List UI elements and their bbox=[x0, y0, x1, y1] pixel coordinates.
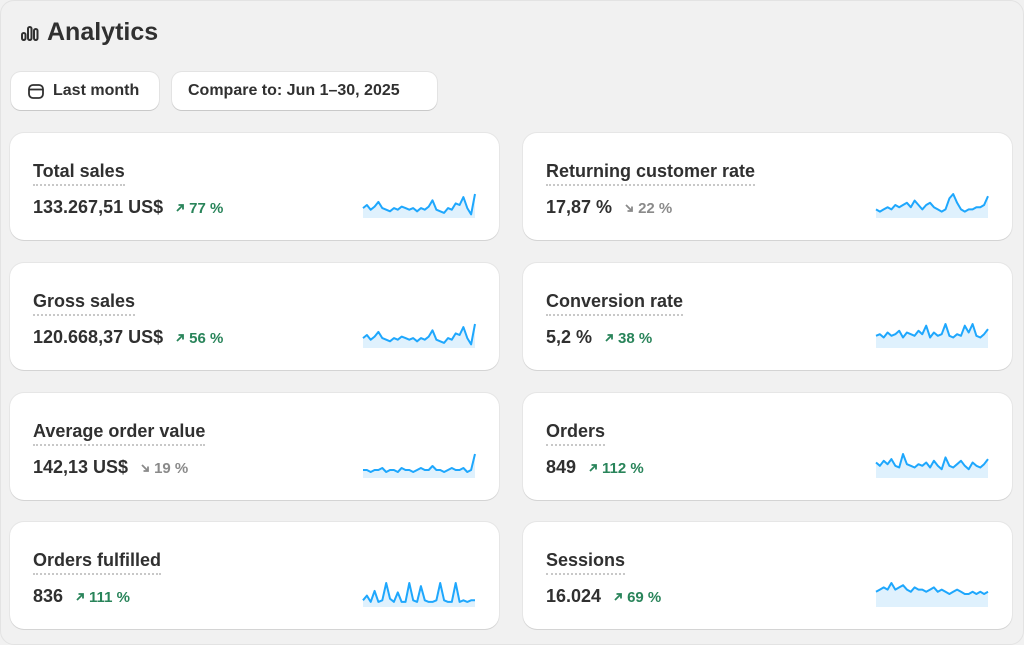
metric-card[interactable]: Conversion rate 5,2 % 38 % bbox=[523, 263, 1012, 370]
arrow-up-right-icon bbox=[76, 593, 84, 601]
sparkline-chart bbox=[363, 453, 476, 478]
sparkline-line bbox=[875, 453, 989, 471]
metric-value: 142,13 US$ bbox=[33, 457, 129, 477]
sparkline-line bbox=[362, 323, 476, 346]
metric-change-value: 69 % bbox=[627, 588, 662, 606]
bar-chart-icon bbox=[21, 25, 39, 41]
metric-change: 22 % bbox=[624, 200, 672, 217]
metric-change: 19 % bbox=[140, 460, 188, 477]
arrow-down-right-icon bbox=[141, 464, 149, 472]
metric-change-value: 22 % bbox=[638, 199, 673, 217]
sparkline-line bbox=[362, 193, 476, 216]
metric-value: 849 bbox=[546, 457, 577, 477]
compare-label: Compare to: Jun 1–30, 2025 bbox=[188, 82, 400, 99]
arrow-up-right-icon bbox=[176, 334, 185, 342]
arrow-up-right-icon bbox=[614, 593, 622, 601]
page-title: Analytics bbox=[47, 18, 159, 46]
metric-title[interactable]: Orders fulfilled bbox=[33, 550, 162, 575]
metric-change-value: 19 % bbox=[154, 459, 189, 477]
metric-card[interactable]: Total sales 133.267,51 US$ 77 % bbox=[10, 133, 499, 240]
sparkline-line bbox=[362, 582, 475, 603]
metric-change: 38 % bbox=[604, 330, 652, 347]
sparkline-chart bbox=[875, 193, 989, 218]
metric-card[interactable]: Returning customer rate 17,87 % 22 % bbox=[523, 133, 1012, 240]
sparkline-line bbox=[875, 582, 989, 595]
metric-change: 56 % bbox=[175, 330, 223, 347]
metric-change: 112 % bbox=[588, 460, 644, 477]
metric-change: 77 % bbox=[175, 200, 223, 217]
metric-change-value: 111 % bbox=[89, 588, 130, 606]
metric-title[interactable]: Sessions bbox=[546, 550, 626, 575]
sparkline-line bbox=[875, 323, 989, 339]
metric-card[interactable]: Average order value 142,13 US$ 19 % bbox=[10, 393, 499, 500]
date-range-label: Last month bbox=[53, 82, 140, 99]
metric-change-value: 38 % bbox=[618, 329, 653, 347]
sparkline-area bbox=[876, 583, 988, 607]
metric-title[interactable]: Gross sales bbox=[33, 291, 136, 316]
sparkline-chart bbox=[875, 582, 989, 607]
sparkline-chart bbox=[362, 323, 476, 348]
arrow-up-right-icon bbox=[589, 464, 597, 472]
metric-title[interactable]: Total sales bbox=[33, 161, 125, 186]
date-range-button[interactable]: Last month bbox=[11, 72, 159, 110]
sparkline-chart bbox=[875, 323, 989, 348]
sparkline-line bbox=[875, 193, 989, 213]
sparkline-line bbox=[363, 453, 476, 473]
metric-change: 69 % bbox=[613, 589, 661, 606]
sparkline-chart bbox=[362, 193, 476, 218]
metric-change-value: 56 % bbox=[189, 329, 224, 347]
sparkline-area bbox=[363, 194, 475, 218]
metric-title[interactable]: Average order value bbox=[33, 421, 206, 446]
metric-card[interactable]: Sessions 16.024 69 % bbox=[523, 522, 1012, 629]
sparkline-area bbox=[363, 324, 475, 348]
arrow-up-right-icon bbox=[176, 204, 185, 212]
metric-value: 5,2 % bbox=[546, 327, 593, 347]
calendar-icon bbox=[28, 84, 44, 99]
metric-change-value: 77 % bbox=[189, 199, 224, 217]
metric-change-value: 112 % bbox=[602, 459, 644, 477]
metric-value: 836 bbox=[33, 586, 64, 606]
metric-value: 17,87 % bbox=[546, 197, 613, 217]
metric-value: 16.024 bbox=[546, 586, 602, 606]
metric-title[interactable]: Returning customer rate bbox=[546, 161, 756, 186]
sparkline-chart bbox=[875, 453, 989, 478]
metric-title[interactable]: Orders bbox=[546, 421, 606, 446]
metric-card[interactable]: Gross sales 120.668,37 US$ 56 % bbox=[10, 263, 499, 370]
compare-button[interactable]: Compare to: Jun 1–30, 2025 bbox=[172, 72, 437, 110]
sparkline-area bbox=[363, 454, 475, 478]
metric-value: 120.668,37 US$ bbox=[33, 327, 164, 347]
metric-card[interactable]: Orders 849 112 % bbox=[523, 393, 1012, 500]
metric-title[interactable]: Conversion rate bbox=[546, 291, 684, 316]
metric-card[interactable]: Orders fulfilled 836 111 % bbox=[10, 522, 499, 629]
arrow-up-right-icon bbox=[605, 334, 613, 342]
page-header: Analytics bbox=[20, 18, 158, 47]
metric-change: 111 % bbox=[75, 589, 130, 606]
metric-value: 133.267,51 US$ bbox=[33, 197, 164, 217]
sparkline-chart bbox=[362, 582, 475, 607]
arrow-down-right-icon bbox=[625, 204, 633, 212]
